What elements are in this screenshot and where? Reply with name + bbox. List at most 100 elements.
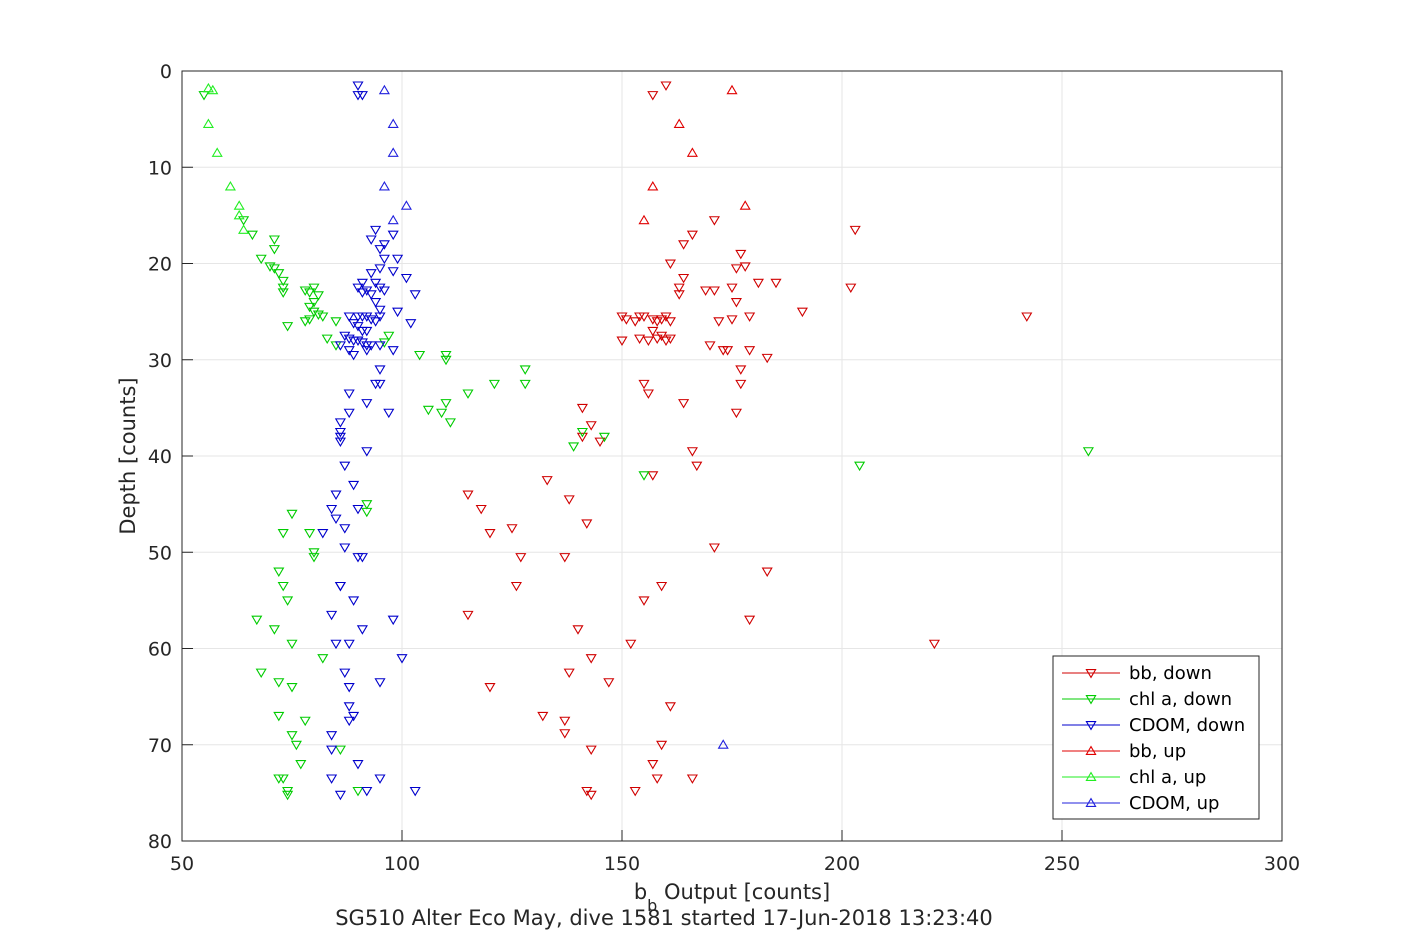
data-point: [752, 278, 764, 289]
data-point: [361, 346, 373, 356]
data-point: [730, 408, 742, 419]
data-point: [343, 639, 355, 650]
legend-marker: [1085, 720, 1097, 731]
axis-ticks: 50 100 150 200 250 300 0 10 20 30 40 50 60 70 80: [148, 61, 1300, 875]
data-point: [343, 389, 355, 399]
legend-label: CDOM, down: [1129, 715, 1245, 736]
data-point: [312, 310, 324, 320]
data-point: [656, 315, 668, 325]
data-point: [339, 461, 351, 472]
data-point: [735, 249, 747, 260]
y-tick-label: 20: [148, 254, 172, 276]
data-point: [387, 214, 399, 225]
data-point: [330, 317, 342, 327]
data-point: [686, 774, 698, 784]
data-point: [378, 84, 390, 95]
data-point: [686, 447, 698, 457]
data-point: [286, 682, 298, 693]
y-tick-label: 30: [148, 350, 172, 372]
y-tick-label: 10: [148, 157, 172, 179]
legend: bb, down chl a, down CDOM, down bb, up chl a…: [1052, 655, 1260, 820]
data-point: [378, 254, 390, 265]
data-point: [396, 654, 408, 664]
data-point: [392, 254, 404, 265]
data-point: [308, 548, 320, 558]
data-point: [312, 291, 324, 301]
data-point: [277, 581, 289, 592]
data-point: [356, 278, 368, 289]
data-point: [361, 399, 373, 409]
data-point: [638, 596, 650, 606]
series-bb-down: [462, 81, 1033, 801]
data-point: [409, 786, 421, 797]
data-point: [629, 317, 641, 327]
data-point: [405, 319, 417, 329]
data-point: [656, 581, 668, 592]
data-point: [436, 408, 448, 419]
data-point: [761, 353, 773, 364]
data-point: [708, 286, 720, 296]
data-point: [1082, 447, 1094, 457]
data-point: [678, 273, 690, 284]
y-tick-label: 80: [148, 831, 172, 853]
data-point: [559, 729, 571, 739]
series-cdom-up: [378, 84, 729, 749]
data-point: [308, 307, 320, 318]
data-point: [365, 290, 377, 300]
legend-marker: [1085, 771, 1097, 782]
data-point: [616, 312, 628, 322]
data-point: [343, 716, 355, 727]
data-point: [691, 461, 703, 472]
data-point: [576, 403, 588, 414]
data-point: [273, 678, 285, 688]
x-tick-label: 300: [1264, 853, 1300, 875]
legend-marker: [1085, 745, 1097, 756]
data-point: [334, 437, 346, 448]
data-point: [352, 322, 364, 332]
data-point: [238, 224, 250, 234]
data-point: [334, 341, 346, 351]
legend-label: chl a, down: [1129, 689, 1232, 710]
data-point: [251, 615, 263, 626]
data-point: [616, 336, 628, 346]
data-point: [664, 259, 676, 269]
data-point: [374, 341, 386, 351]
data-point: [317, 654, 329, 664]
data-point: [414, 350, 426, 361]
data-point: [730, 264, 742, 274]
data-point: [383, 331, 395, 342]
data-point: [202, 118, 214, 128]
data-point: [286, 509, 298, 520]
data-point: [334, 745, 346, 756]
data-point: [647, 326, 659, 337]
data-point: [343, 346, 355, 356]
data-point: [849, 225, 861, 236]
data-point: [304, 302, 316, 313]
data-point: [717, 346, 729, 356]
data-point: [277, 283, 289, 294]
data-point: [374, 245, 386, 255]
data-point: [211, 147, 223, 157]
data-point: [651, 774, 663, 784]
data-point: [343, 334, 355, 345]
data-point: [339, 524, 351, 534]
legend-box: [1052, 655, 1260, 820]
x-axis-label: bb Output [counts]: [634, 880, 830, 915]
data-point: [286, 731, 298, 741]
data-point: [352, 81, 364, 91]
data-point: [356, 288, 368, 298]
data-point: [374, 774, 386, 784]
data-point: [348, 319, 360, 329]
data-point: [233, 200, 245, 210]
data-point: [664, 702, 676, 712]
data-point: [462, 389, 474, 399]
data-point: [365, 341, 377, 351]
data-point: [370, 278, 382, 289]
legend-label: bb, down: [1129, 663, 1212, 684]
data-point: [400, 273, 412, 284]
x-axis-label-rest: Output [counts]: [657, 880, 830, 904]
data-point: [352, 786, 364, 797]
data-point: [673, 118, 685, 128]
data-point: [638, 471, 650, 481]
data-point: [374, 365, 386, 375]
